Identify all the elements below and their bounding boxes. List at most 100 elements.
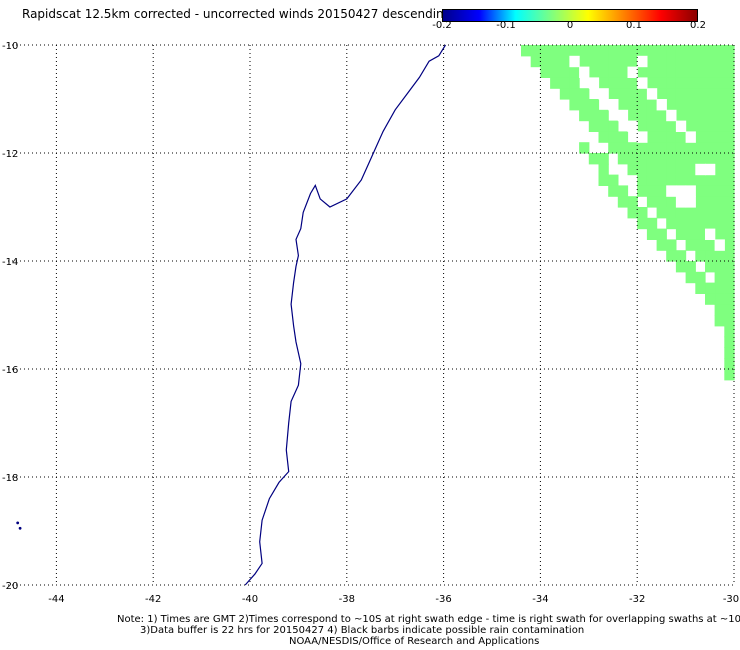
- swath-cell: [695, 228, 706, 240]
- swath-cell: [695, 55, 706, 68]
- lat-tick-label: -16: [2, 365, 18, 376]
- swath-cell: [666, 88, 677, 100]
- swath-cell: [714, 196, 725, 208]
- swath-cell: [666, 131, 677, 143]
- swath-cell: [588, 109, 600, 122]
- note-line-1: Note: 1) Times are GMT 2)Times correspon…: [117, 614, 740, 625]
- swath-cell: [646, 217, 658, 230]
- swath-cell: [569, 66, 580, 78]
- swath-cell: [569, 77, 580, 89]
- swath-cell: [637, 207, 648, 219]
- swath-cell: [724, 174, 735, 186]
- swath-cell: [637, 66, 648, 78]
- swath-cell: [705, 66, 716, 78]
- swath-cell: [550, 66, 561, 78]
- swath-cell: [705, 142, 716, 154]
- swath-cell: [608, 88, 619, 100]
- swath-cell: [666, 120, 677, 132]
- swath-cell: [724, 217, 735, 230]
- swath-cell: [705, 207, 716, 219]
- swath-cell: [724, 185, 735, 197]
- swath-cell: [685, 174, 696, 186]
- swath-cell: [685, 217, 696, 230]
- lat-tick-label: -14: [2, 257, 18, 268]
- swath-cell: [724, 163, 735, 176]
- swath-cell: [666, 77, 677, 89]
- swath-cell: [588, 55, 600, 68]
- swath-cell: [646, 55, 658, 68]
- swath-cell: [714, 66, 725, 78]
- swath-gap: [656, 99, 667, 111]
- swath-cell: [705, 293, 716, 305]
- swath-cell: [675, 250, 687, 262]
- swath-cell: [646, 66, 658, 78]
- swath-cell: [646, 120, 658, 132]
- swath-cell: [724, 55, 735, 68]
- swath-gap: [685, 185, 696, 197]
- colorbar-label: -0.2: [432, 20, 452, 31]
- swath-cell: [656, 163, 667, 176]
- swath-cell: [675, 174, 687, 186]
- swath-gap: [705, 163, 716, 176]
- swath-cell: [705, 109, 716, 122]
- swath-cell: [666, 250, 677, 262]
- swath-cell: [598, 174, 609, 186]
- swath-cell: [724, 239, 735, 251]
- swath-cell: [559, 55, 571, 68]
- coastline: [244, 44, 447, 586]
- swath-cell: [675, 77, 687, 89]
- swath-cell: [666, 217, 677, 230]
- swath-gap: [705, 228, 716, 240]
- lat-tick-label: -20: [2, 581, 18, 592]
- swath-cell: [705, 77, 716, 89]
- swath-cell: [627, 207, 638, 219]
- swath-cell: [627, 163, 638, 176]
- swath-cell: [705, 239, 716, 251]
- swath-cell: [617, 45, 629, 57]
- swath-cell: [588, 99, 600, 111]
- swath-cell: [724, 304, 735, 316]
- swath-cell: [637, 217, 648, 230]
- swath-cell: [714, 304, 725, 316]
- swath-cell: [714, 153, 725, 165]
- swath-cell: [656, 120, 667, 132]
- swath-gap: [666, 109, 677, 122]
- swath-gap: [685, 196, 696, 208]
- lon-tick-label: -34: [532, 594, 548, 605]
- swath-cell: [656, 109, 667, 122]
- swath-cell: [569, 99, 580, 111]
- swath-cell: [646, 228, 658, 240]
- swath-cell: [579, 142, 590, 154]
- swath-cell: [724, 228, 735, 240]
- swath-cell: [724, 325, 735, 338]
- swath-gap: [617, 109, 629, 122]
- swath-cell: [705, 196, 716, 208]
- lon-tick-label: -42: [145, 594, 161, 605]
- swath-cell: [724, 45, 735, 57]
- swath-cell: [675, 66, 687, 78]
- swath-cell: [685, 271, 696, 284]
- swath-cell: [695, 153, 706, 165]
- swath-cell: [685, 99, 696, 111]
- swath-cell: [695, 66, 706, 78]
- swath-cell: [637, 99, 648, 111]
- swath-cell: [714, 55, 725, 68]
- swath-cell: [617, 142, 629, 154]
- swath-cell: [724, 99, 735, 111]
- swath-cell: [675, 142, 687, 154]
- lat-tick-label: -10: [2, 41, 18, 52]
- swath-cell: [724, 293, 735, 305]
- swath-cell: [695, 99, 706, 111]
- swath-cell: [714, 228, 725, 240]
- swath-cell: [608, 120, 619, 132]
- swath-cell: [685, 45, 696, 57]
- swath-cell: [608, 131, 619, 143]
- swath-cell: [646, 163, 658, 176]
- swath-cell: [656, 45, 667, 57]
- swath-cell: [675, 217, 687, 230]
- swath-cell: [617, 77, 629, 89]
- swath-cell: [695, 185, 706, 197]
- swath-cell: [666, 196, 677, 208]
- swath-cell: [675, 45, 687, 57]
- swath-cell: [656, 66, 667, 78]
